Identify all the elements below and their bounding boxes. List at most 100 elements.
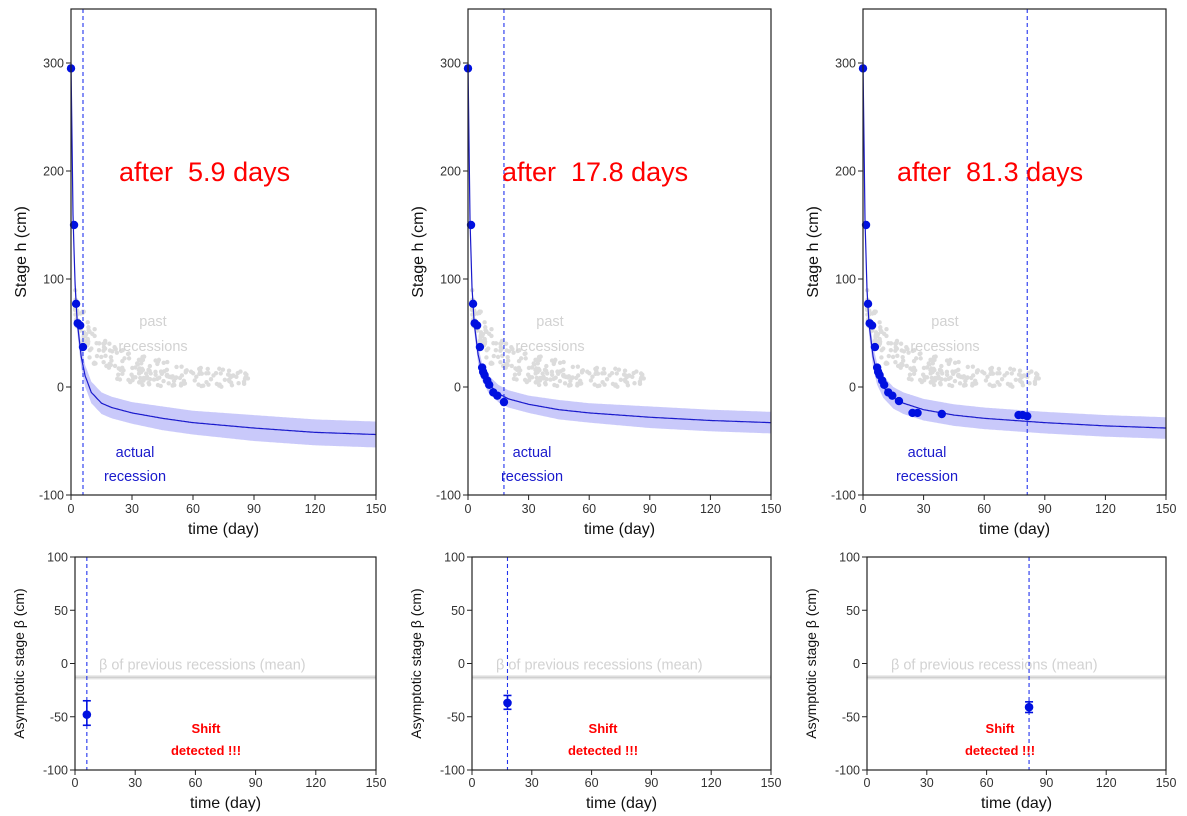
y-tick-label: 100 — [43, 273, 64, 287]
past-recession-point — [965, 375, 970, 380]
past-recession-point — [900, 358, 906, 363]
past-recession-point — [939, 363, 944, 369]
past-recession-point — [995, 371, 1000, 376]
past-recessions-label: recessions — [515, 339, 584, 355]
past-recession-point — [623, 378, 628, 384]
observed-point — [485, 380, 494, 390]
past-recession-point — [884, 333, 889, 339]
plot-area — [71, 57, 376, 448]
past-recession-point — [144, 374, 150, 379]
past-recession-point — [478, 330, 484, 335]
beta-panel-middle: β of previous recessions (mean) 0 30 60 90 12… — [408, 551, 781, 813]
past-recession-point — [931, 382, 937, 388]
past-recession-point — [183, 368, 189, 374]
past-recession-point — [101, 359, 106, 365]
observed-point — [75, 321, 85, 330]
x-tick-label: 120 — [700, 502, 721, 516]
past-recession-point — [179, 381, 184, 386]
past-recession-point — [909, 377, 914, 382]
past-recession-point — [170, 383, 175, 388]
past-recession-point — [514, 367, 520, 372]
past-recession-point — [616, 367, 622, 372]
past-recession-point — [114, 350, 120, 355]
past-recession-point — [574, 375, 579, 381]
observed-point — [863, 299, 873, 309]
past-recession-point — [884, 327, 889, 332]
x-tick-label: 60 — [582, 502, 596, 516]
past-recession-point — [141, 354, 147, 359]
past-recession-point — [918, 356, 923, 361]
past-recession-point — [165, 359, 170, 365]
past-recession-point — [227, 378, 232, 384]
past-recession-point — [640, 372, 645, 377]
shift-detected-label: detected !!! — [965, 743, 1035, 758]
x-tick-label: 120 — [305, 502, 326, 516]
past-recession-point — [1017, 368, 1023, 373]
past-recession-point — [151, 377, 157, 382]
past-recession-point — [493, 341, 499, 346]
past-recession-point — [87, 355, 92, 360]
past-recession-point — [491, 353, 497, 359]
plot-frame — [862, 8, 1167, 496]
past-recession-point — [631, 370, 636, 376]
past-recession-point — [600, 371, 605, 376]
past-recession-point — [888, 341, 894, 346]
x-axis-label: time (day) — [584, 521, 655, 538]
past-recession-point — [561, 359, 566, 365]
observed-point — [472, 321, 482, 330]
x-tick-label: 90 — [249, 776, 263, 790]
past-recession-point — [484, 355, 489, 360]
past-recession-point — [893, 359, 898, 365]
y-tick-label: -50 — [447, 710, 465, 724]
past-recession-point — [898, 341, 904, 346]
past-recession-point — [924, 375, 930, 380]
past-recession-point — [900, 362, 905, 368]
beta-estimate-point — [1024, 702, 1034, 712]
past-recession-point — [133, 375, 138, 380]
past-recession-point — [92, 327, 97, 332]
past-recession-point — [505, 354, 510, 360]
past-recession-point — [493, 347, 499, 353]
beta-panel-right: β of previous recessions (mean) 0 30 60 90 12… — [803, 551, 1176, 813]
past-recession-point — [894, 346, 900, 351]
past-recession-point — [953, 369, 958, 374]
y-tick-label: 50 — [451, 604, 465, 618]
observed-point — [1023, 411, 1032, 421]
stage-panel-left: 0 30 60 90 120 150 -100 0 100 200 300 time (day) Sta… — [13, 8, 386, 538]
y-axis-label: Stage h (cm) — [13, 206, 30, 298]
past-recession-point — [208, 377, 214, 382]
past-recession-point — [544, 363, 549, 369]
headline-elapsed-days: after 5.9 days — [119, 157, 290, 187]
past-recession-point — [879, 355, 884, 360]
past-recession-point — [155, 382, 161, 388]
observed-point — [867, 321, 877, 330]
stage-panel-middle: 0 30 60 90 120 150 -100 0 100 200 300 time (day) Sta… — [410, 8, 781, 538]
past-recession-point — [534, 375, 539, 381]
past-recession-point — [108, 354, 114, 360]
x-tick-label: 90 — [643, 502, 657, 516]
past-recession-point — [963, 378, 968, 384]
past-recession-point — [139, 361, 144, 366]
past-recession-point — [156, 357, 162, 363]
actual-recession-label: recession — [104, 469, 166, 485]
past-recession-point — [236, 381, 241, 386]
past-recession-point — [937, 380, 943, 386]
past-recession-point — [197, 366, 202, 372]
past-recession-point — [947, 382, 952, 388]
fitted-recession-curve — [71, 62, 376, 436]
past-recession-point — [944, 369, 950, 375]
past-recession-point — [514, 377, 519, 382]
past-recession-point — [974, 368, 980, 374]
past-recession-point — [204, 371, 209, 376]
beta-estimate-point — [82, 710, 92, 719]
past-recession-point — [970, 381, 975, 386]
x-tick-label: 120 — [305, 776, 326, 790]
past-recession-point — [509, 363, 514, 369]
past-recession-point — [883, 361, 889, 366]
past-recession-point — [622, 368, 628, 373]
past-recession-point — [895, 353, 900, 359]
past-recession-point — [529, 375, 535, 380]
past-recession-point — [120, 371, 125, 376]
x-tick-label: 150 — [1156, 502, 1177, 516]
